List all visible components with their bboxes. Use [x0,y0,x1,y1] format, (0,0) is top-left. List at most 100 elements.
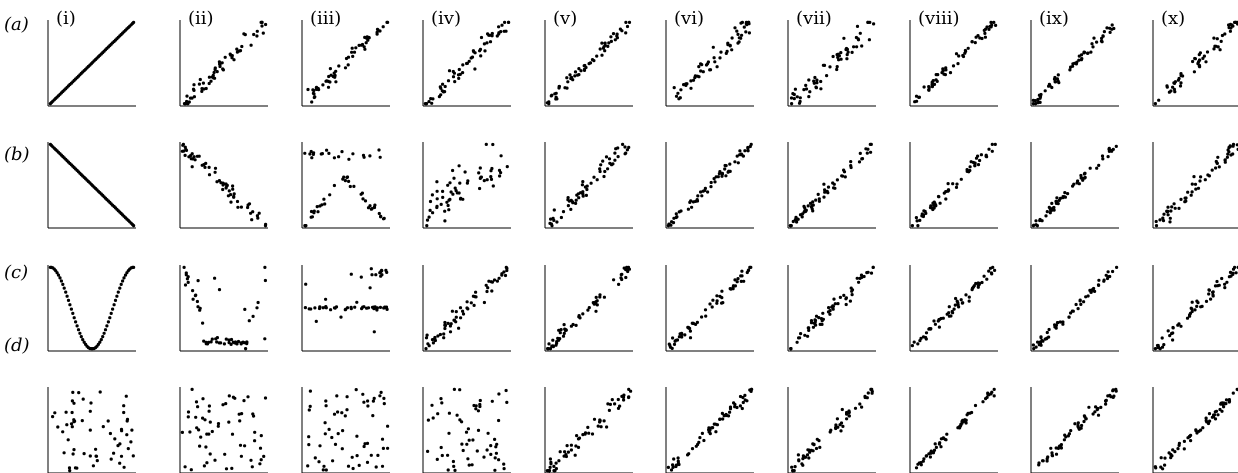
data-point [443,84,447,89]
data-point [319,152,323,156]
data-point [743,398,747,402]
data-point [113,437,117,441]
data-point [1111,269,1115,274]
data-point [191,289,195,293]
data-point [307,408,311,412]
data-point [617,282,621,286]
data-point [378,305,383,309]
data-point [181,143,185,147]
data-point [1097,163,1101,167]
data-point [697,440,701,444]
data-point [108,316,112,320]
data-point [575,434,579,438]
data-point [934,445,939,449]
data-point [81,338,85,342]
data-point [1107,149,1111,153]
data-point [196,279,200,283]
data-point [1047,335,1051,339]
data-point [351,466,355,471]
data-point [1189,433,1193,437]
data-point [992,387,996,391]
data-point [221,187,225,192]
data-point [503,273,508,278]
data-point [1214,166,1218,170]
data-point [941,436,946,440]
data-point [1207,292,1211,296]
data-point [251,314,255,318]
data-point [931,201,935,205]
data-point [497,392,501,396]
data-point [688,336,693,340]
data-point [1058,320,1062,324]
data-point [990,272,994,276]
data-point [235,47,239,51]
data-point [213,66,217,70]
data-point [1158,218,1162,222]
data-point [184,271,188,275]
data-point [550,224,554,228]
data-point [436,412,440,416]
data-point [955,182,959,186]
data-point [564,454,569,459]
row-label-b: (b) [4,144,30,165]
data-point [72,448,76,452]
data-point [1213,44,1217,48]
data-point [741,395,745,400]
data-point [981,400,985,404]
data-point [668,343,672,348]
data-point [467,59,471,63]
data-point [799,332,803,336]
data-point [430,101,434,105]
data-point [1083,175,1087,180]
data-point [1179,73,1183,78]
data-point [438,332,442,337]
data-point [1101,157,1105,161]
data-point [1104,399,1108,403]
data-point [817,316,821,320]
data-point [956,303,960,307]
data-point [703,308,708,312]
data-point [695,199,700,203]
data-point [1080,423,1084,428]
data-point [673,339,677,343]
data-point [460,420,464,424]
data-point [361,197,365,201]
data-point [709,180,713,185]
data-point [464,430,469,434]
data-point [346,464,351,468]
data-point [493,468,497,472]
data-point [855,24,860,28]
data-point [380,273,384,277]
data-point [697,75,701,79]
data-point [1048,211,1052,215]
data-point [1169,89,1173,93]
data-point [125,419,129,423]
data-point [336,410,340,414]
data-point [250,465,254,469]
data-point [105,324,109,328]
data-point [629,389,633,393]
data-point [1046,455,1050,459]
data-point [263,337,267,341]
data-point [1040,219,1044,223]
data-point [1079,302,1083,306]
data-point [551,344,555,348]
data-point [602,174,606,179]
data-point [744,22,748,26]
data-point [840,174,844,178]
data-point [186,415,190,419]
data-point [1031,343,1035,347]
data-point [343,308,347,312]
data-point [220,61,224,65]
panel-b-6 [665,142,754,229]
data-point [807,78,811,82]
data-point [253,439,257,443]
data-point [213,458,217,462]
data-point [240,412,244,416]
data-point [328,193,332,197]
data-point [707,427,711,431]
data-point [585,184,589,188]
data-point [1034,219,1038,223]
data-point [1223,282,1227,286]
column-label-3: (iii) [310,8,341,29]
